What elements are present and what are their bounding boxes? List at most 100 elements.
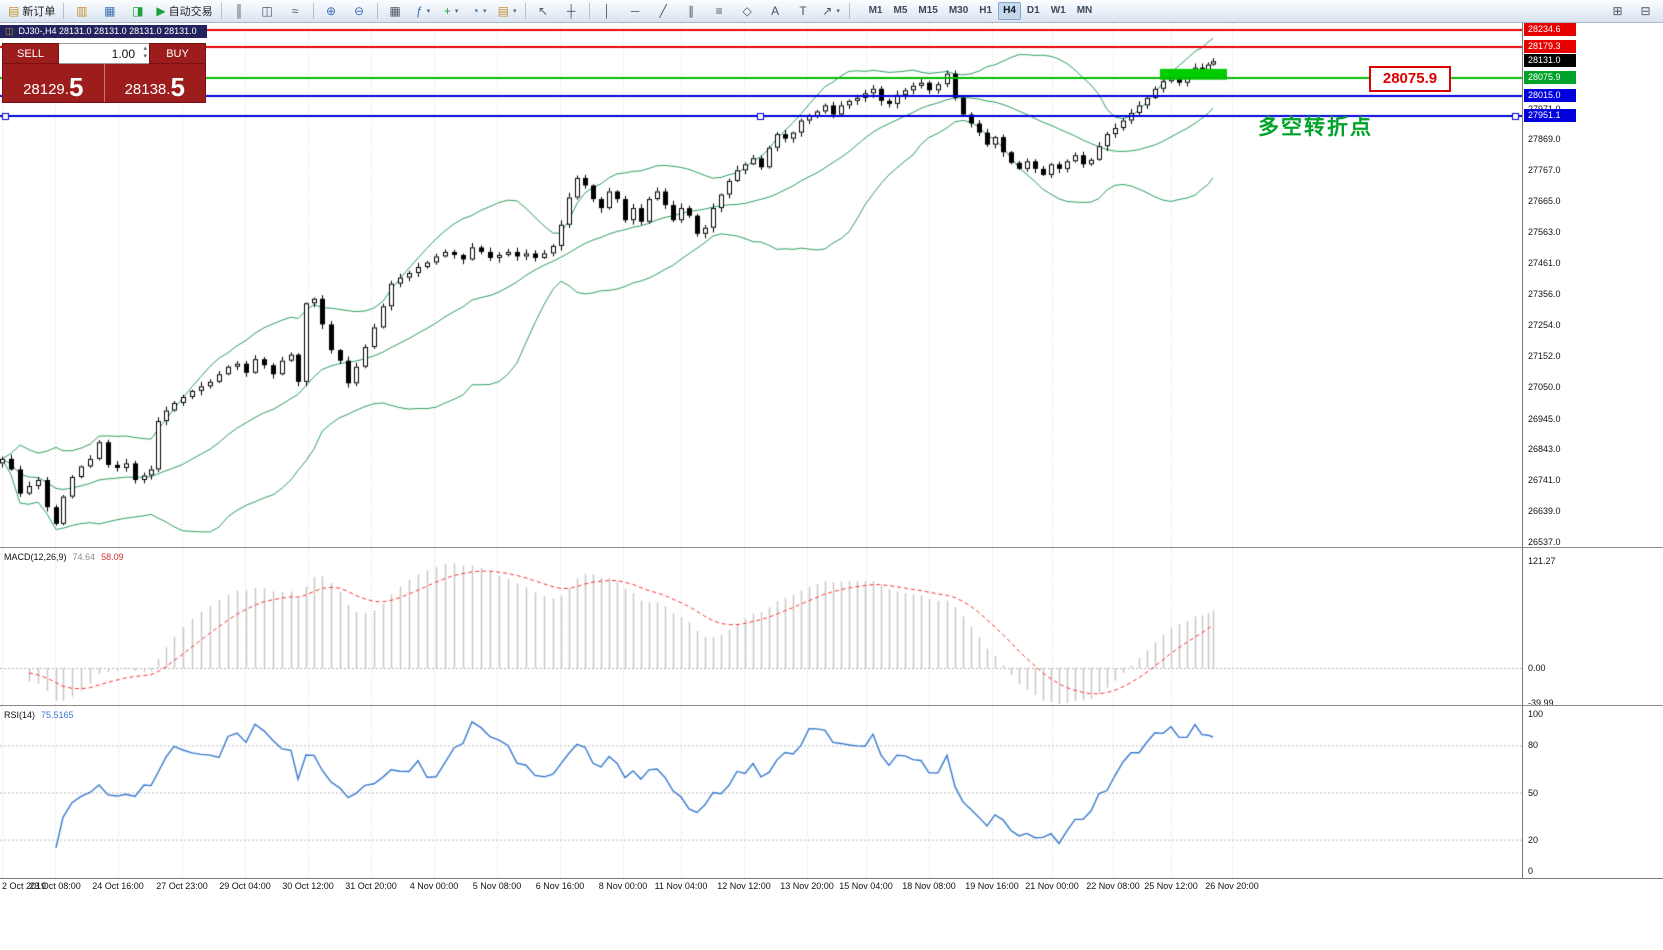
candlestick-chart-button[interactable]: ◫	[254, 1, 281, 22]
tile-windows-button[interactable]: ▦	[382, 1, 409, 22]
volume-up-arrow[interactable]: ▴	[143, 45, 147, 52]
horizontal-line-icon: ─	[630, 4, 640, 18]
timeframe-h4[interactable]: H4	[998, 2, 1021, 20]
text-button[interactable]: A	[762, 1, 789, 22]
sell-button[interactable]: SELL	[2, 43, 59, 64]
time-grid-label: 4 Nov 00:00	[409, 881, 459, 891]
indicators-icon: ƒ	[415, 4, 423, 18]
chart-symbol-icon: ◫	[5, 26, 14, 36]
time-scale[interactable]: 2 Oct 2019 23 Oct 08:00 24 Oct 16:00 27 Oct…	[0, 878, 1663, 896]
price-level-label[interactable]: 28075.9	[1369, 66, 1451, 92]
rsi-scale-label: 20	[1528, 834, 1539, 845]
panel-separator[interactable]	[0, 705, 1663, 706]
toolbar-separator	[588, 3, 590, 19]
line-chart-button[interactable]: ≈	[282, 1, 309, 22]
rsi-scale-label: 80	[1528, 740, 1539, 751]
time-grid-label: 6 Nov 16:00	[535, 881, 585, 891]
time-grid-label: 31 Oct 20:00	[345, 881, 397, 891]
timeframe-m1[interactable]: M1	[868, 5, 883, 16]
time-grid-label: 15 Nov 04:00	[839, 881, 893, 891]
price-grid-label: 27254.0	[1528, 320, 1561, 331]
caret-icon: ▾	[426, 8, 431, 15]
new-order-label: 新订单	[22, 6, 56, 18]
zoom-out-button[interactable]: ⊖	[346, 1, 373, 22]
ask-price: 28138. 5	[105, 64, 206, 102]
bar-chart-button[interactable]: ║	[226, 1, 253, 22]
panel-separator[interactable]	[0, 547, 1663, 548]
chart-window-icon: ▥	[76, 4, 88, 18]
macd-value-2: 58.09	[101, 552, 124, 562]
price-chart-canvas[interactable]	[0, 23, 1522, 548]
channel-button[interactable]: ∥	[678, 1, 705, 22]
macd-name: MACD(12,26,9)	[4, 552, 67, 562]
shapes-icon: ◇	[742, 4, 752, 18]
volume-input[interactable]: 1.00 ▴ ▾	[59, 43, 149, 64]
macd-indicator-label: MACD(12,26,9) 74.64 58.09	[4, 552, 124, 562]
price-grid-label: 27971.0	[1528, 104, 1561, 115]
macd-canvas[interactable]	[0, 548, 1522, 706]
trendline-button[interactable]: ╱	[650, 1, 677, 22]
auto-trading-button[interactable]: ▶ 自动交易	[152, 1, 216, 22]
rsi-canvas[interactable]	[0, 706, 1522, 878]
trade-panel-prices: 28129. 5 28138. 5	[2, 64, 206, 103]
timeframe-m15[interactable]: M15	[918, 5, 938, 16]
timeframe-mn[interactable]: MN	[1076, 5, 1093, 16]
arrange-windows-button[interactable]: ⊞	[1604, 1, 1631, 22]
toolbar: ▤ 新订单 ▥ ▦ ◨ ▶ 自动交易 ║ ◫ ≈ ⊕ ⊖ ▦ ƒ ▾ + ▾ ◔ ▾ …	[0, 0, 1663, 23]
auto-trading-label: 自动交易	[168, 6, 213, 18]
cursor-icon: ↖	[538, 4, 549, 18]
rsi-indicator-label: RSI(14) 75.5165	[4, 710, 74, 720]
templates-button[interactable]: ▤ ▾	[494, 1, 521, 22]
fibonacci-button[interactable]: ≡	[706, 1, 733, 22]
timeframe-m30[interactable]: M30	[948, 5, 969, 16]
shapes-button[interactable]: ◇	[734, 1, 761, 22]
templates-icon: ▤	[497, 4, 509, 18]
add-indicator-button[interactable]: + ▾	[438, 1, 465, 22]
caret-icon: ▾	[482, 8, 487, 15]
horizontal-line-button[interactable]: ─	[622, 1, 649, 22]
price-grid-label: 27665.0	[1528, 196, 1561, 207]
price-scale[interactable]: 27971.0 27869.0 27767.0 27665.0 27563.0 27461…	[1522, 23, 1662, 548]
toolbar-separator	[220, 3, 222, 19]
price-line-tag: 28131.0	[1524, 54, 1576, 68]
time-grid-label: 25 Nov 12:00	[1144, 881, 1198, 891]
timeframe-m5[interactable]: M5	[893, 5, 908, 16]
ask-main-digits: 28138.	[124, 81, 171, 99]
zoom-in-button[interactable]: ⊕	[318, 1, 345, 22]
crosshair-button[interactable]: ┼	[558, 1, 585, 22]
macd-scale[interactable]: 121.27 0.00 -39.99	[1522, 548, 1662, 708]
volume-down-arrow[interactable]: ▾	[143, 53, 147, 60]
bid-main-digits: 28129.	[23, 81, 69, 99]
timeframe-d1[interactable]: D1	[1026, 5, 1040, 16]
vertical-line-button[interactable]: │	[594, 1, 621, 22]
turning-point-note[interactable]: 多空转折点	[1258, 116, 1373, 139]
chart-window-button[interactable]: ▥	[68, 1, 95, 22]
rsi-scale[interactable]: 100 80 50 20 0	[1522, 706, 1662, 878]
volume-spinner: ▴ ▾	[143, 45, 147, 61]
rsi-value: 75.5165	[41, 710, 74, 720]
price-grid-label: 27050.0	[1528, 381, 1561, 392]
timeframe-w1[interactable]: W1	[1050, 5, 1066, 16]
toolbar-separator	[376, 3, 378, 19]
market-watch-button[interactable]: ◨	[124, 1, 151, 22]
caret-icon: ▾	[454, 8, 459, 15]
new-order-button[interactable]: ▤ 新订单	[4, 1, 59, 22]
periods-button[interactable]: ◔ ▾	[466, 1, 493, 22]
timeframe-h1[interactable]: H1	[979, 5, 993, 16]
macd-value-1: 74.64	[72, 552, 96, 562]
cursor-button[interactable]: ↖	[530, 1, 557, 22]
text-label-icon: T	[799, 4, 807, 18]
indicators-button[interactable]: ƒ ▾	[410, 1, 437, 22]
chart-title-bar: ◫ DJ30-,H4 28131.0 28131.0 28131.0 28131…	[0, 25, 207, 38]
macd-scale-label: 121.27	[1528, 555, 1556, 566]
time-grid-label: 18 Nov 08:00	[902, 881, 956, 891]
chart-shift-button[interactable]: ⊟	[1632, 1, 1659, 22]
buy-button[interactable]: BUY	[149, 43, 206, 64]
text-label-button[interactable]: T	[790, 1, 817, 22]
candlestick-chart-icon: ◫	[261, 4, 273, 18]
auto-trading-icon: ▶	[156, 4, 166, 18]
arrows-button[interactable]: ↗ ▾	[818, 1, 845, 22]
price-line-tag: 28179.3	[1524, 39, 1576, 53]
price-grid-label: 26945.0	[1528, 413, 1561, 424]
profile-button[interactable]: ▦	[96, 1, 123, 22]
